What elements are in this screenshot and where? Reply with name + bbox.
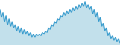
line xyxy=(0,2,120,44)
chart xyxy=(0,0,120,45)
area-fill xyxy=(0,2,120,45)
plot-area xyxy=(0,2,120,45)
